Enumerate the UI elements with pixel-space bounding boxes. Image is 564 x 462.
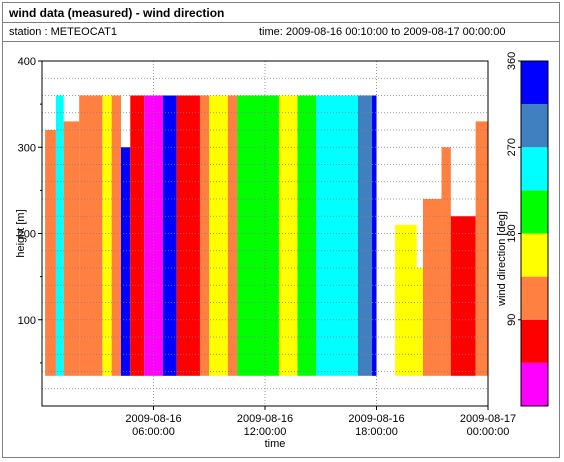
heatmap-band xyxy=(395,224,417,376)
station-label: station : METEOCAT1 xyxy=(9,26,117,38)
x-tick-label-date: 2009-08-16 xyxy=(348,413,404,425)
x-tick-label-time: 06:00:00 xyxy=(132,426,175,438)
heatmap-band xyxy=(102,95,112,376)
y-tick-label: 300 xyxy=(18,142,36,154)
colorbar-label: wind direction [deg] xyxy=(496,211,508,307)
heatmap-band xyxy=(237,95,279,376)
heatmap-band xyxy=(45,130,56,376)
heatmap-band xyxy=(297,95,317,376)
colorbar-bin xyxy=(521,190,548,234)
heatmap-band xyxy=(441,147,451,376)
y-tick-label: 100 xyxy=(18,315,36,327)
colorbar-bin xyxy=(521,362,548,406)
heatmap-band xyxy=(450,216,476,376)
heatmap-band xyxy=(209,95,228,376)
colorbar-bin xyxy=(521,147,548,191)
colorbar-bin xyxy=(521,233,548,277)
heatmap-band xyxy=(316,95,358,376)
info-bar: station : METEOCAT1 time: 2009-08-16 00:… xyxy=(3,23,559,42)
heatmap-band xyxy=(162,95,177,376)
title-bar: wind data (measured) - wind direction xyxy=(3,3,559,23)
x-tick-label-date: 2009-08-16 xyxy=(125,413,181,425)
colorbar-tick-label: 180 xyxy=(506,224,518,242)
x-tick-label-date: 2009-08-17 xyxy=(460,413,516,425)
x-tick-label-time: 12:00:00 xyxy=(244,426,287,438)
heatmap-band xyxy=(199,95,210,376)
heatmap-band xyxy=(416,268,423,376)
colorbar-bin xyxy=(521,104,548,148)
heatmap-band xyxy=(63,121,80,376)
window-title: wind data (measured) - wind direction xyxy=(9,6,225,20)
colorbar-tick-label: 360 xyxy=(506,52,518,70)
heatmap-band xyxy=(475,121,488,376)
x-tick-label-date: 2009-08-16 xyxy=(237,413,293,425)
colorbar-tick-label: 270 xyxy=(506,138,518,156)
colorbar-bin xyxy=(521,61,548,105)
x-axis-label: time xyxy=(265,438,286,450)
heatmap-band xyxy=(130,95,145,376)
x-tick-label-time: 18:00:00 xyxy=(355,426,398,438)
colorbar-bin xyxy=(521,276,548,320)
heatmap-band xyxy=(176,95,200,376)
y-axis-label: height [m] xyxy=(15,209,27,257)
y-tick-label: 400 xyxy=(18,56,36,68)
time-range-label: time: 2009-08-16 00:10:00 to 2009-08-17 … xyxy=(259,26,506,38)
heatmap-band xyxy=(371,95,377,376)
colorbar: 90 180 270 360 wind direction [deg] xyxy=(496,52,549,407)
heatmap-band xyxy=(79,95,103,376)
axes: 1002003004002009-08-1606:00:002009-08-16… xyxy=(15,56,516,450)
heatmap-band xyxy=(55,95,64,376)
heatmap xyxy=(45,95,488,376)
heatmap-band xyxy=(278,95,298,376)
y-tick-label: 200 xyxy=(18,229,36,241)
heatmap-band xyxy=(357,95,372,376)
colorbar-bin xyxy=(521,319,548,363)
x-tick-label-time: 00:00:00 xyxy=(467,426,510,438)
heatmap-band xyxy=(227,95,238,376)
colorbar-tick-label: 90 xyxy=(506,314,518,326)
heatmap-band xyxy=(120,147,131,376)
heatmap-band xyxy=(111,95,121,376)
heatmap-band xyxy=(422,199,442,376)
